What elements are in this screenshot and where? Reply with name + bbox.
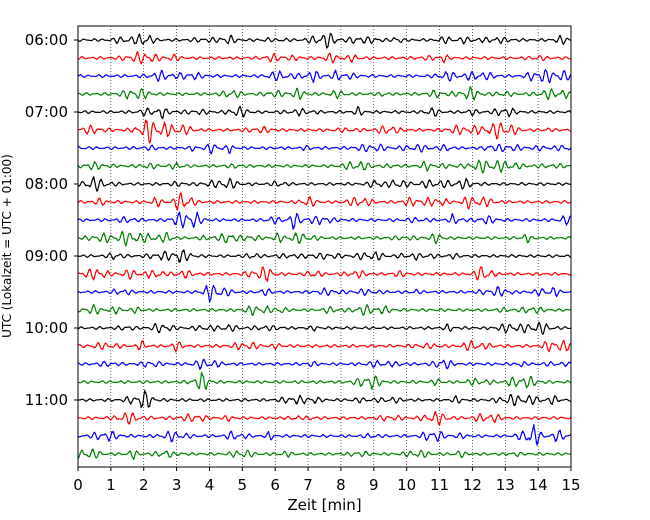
trace-line	[77, 448, 572, 461]
x-tick-label: 10	[397, 476, 416, 494]
trace-line	[77, 32, 572, 49]
trace-line	[77, 249, 572, 263]
y-tick-label: 09:00	[25, 247, 68, 265]
x-tick-label: 8	[336, 476, 346, 494]
trace-line	[77, 266, 572, 282]
plot-frame	[77, 25, 572, 468]
y-axis-label: UTC (Lokalzeit = UTC + 01:00)	[0, 154, 14, 338]
y-tick-label: 10:00	[25, 319, 68, 337]
x-tick-label: 9	[369, 476, 379, 494]
y-tick-label: 11:00	[25, 391, 68, 409]
trace-line	[77, 321, 572, 335]
x-tick-label: 13	[496, 476, 515, 494]
trace-line	[77, 69, 572, 84]
x-tick-label: 3	[172, 476, 182, 494]
x-tick-label: 15	[561, 476, 580, 494]
trace-line	[77, 86, 572, 101]
trace-line	[77, 358, 572, 370]
x-tick-label: 11	[430, 476, 449, 494]
trace-line	[77, 410, 572, 426]
trace-line	[77, 143, 572, 155]
trace-line	[77, 339, 572, 353]
trace-line	[77, 230, 572, 247]
x-tick-label: 0	[73, 476, 83, 494]
x-axis-label: Zeit [min]	[287, 496, 361, 514]
x-tick-label: 2	[139, 476, 149, 494]
x-axis-ticks: 0 1 2 3 4 5 6 7 8 9 10 11 12 13 14 15	[73, 467, 581, 494]
trace-line	[77, 303, 572, 316]
y-axis-ticks: 06:00 07:00 08:00 09:00 10:00 11:00	[25, 31, 78, 409]
trace-line	[77, 119, 572, 144]
plot-background	[78, 26, 571, 467]
trace-line	[77, 51, 572, 65]
x-tick-label: 14	[529, 476, 548, 494]
trace-line	[77, 424, 572, 446]
trace-line	[77, 284, 572, 303]
trace-line	[77, 389, 572, 409]
trace-line	[77, 105, 572, 120]
trace-line	[77, 159, 572, 174]
x-tick-label: 5	[238, 476, 248, 494]
x-tick-label: 7	[303, 476, 313, 494]
trace-line	[77, 176, 572, 192]
y-tick-label: 06:00	[25, 31, 68, 49]
x-tick-label: 1	[106, 476, 116, 494]
x-tick-label: 12	[463, 476, 482, 494]
trace-series	[77, 32, 572, 461]
x-tick-label: 4	[205, 476, 215, 494]
y-tick-label: 08:00	[25, 175, 68, 193]
trace-line	[77, 211, 572, 230]
trace-line	[77, 192, 572, 211]
trace-line	[77, 371, 572, 390]
x-tick-label: 6	[270, 476, 280, 494]
y-tick-label: 07:00	[25, 103, 68, 121]
